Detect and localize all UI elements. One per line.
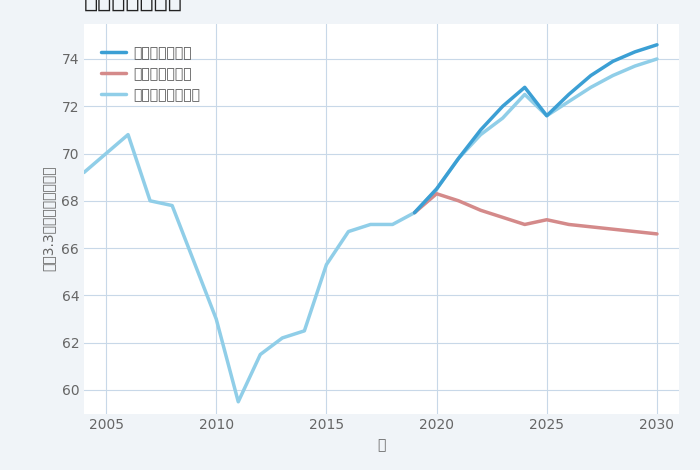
バッドシナリオ — [477, 207, 485, 213]
グッドシナリオ — [410, 210, 419, 215]
ノーマルシナリオ — [168, 203, 176, 208]
グッドシナリオ — [653, 42, 662, 47]
バッドシナリオ — [454, 198, 463, 204]
バッドシナリオ — [587, 224, 595, 230]
ノーマルシナリオ — [609, 73, 617, 78]
Text: 大阪府堺市堺区南半町東の
土地の価格推移: 大阪府堺市堺区南半町東の 土地の価格推移 — [84, 0, 253, 12]
バッドシナリオ — [498, 214, 507, 220]
ノーマルシナリオ — [366, 222, 375, 227]
ノーマルシナリオ — [410, 210, 419, 215]
ノーマルシナリオ — [587, 85, 595, 90]
Line: ノーマルシナリオ: ノーマルシナリオ — [84, 59, 657, 402]
ノーマルシナリオ — [146, 198, 154, 204]
バッドシナリオ — [653, 231, 662, 237]
Line: グッドシナリオ: グッドシナリオ — [414, 45, 657, 212]
ノーマルシナリオ — [498, 115, 507, 121]
ノーマルシナリオ — [300, 328, 309, 334]
ノーマルシナリオ — [344, 229, 353, 235]
ノーマルシナリオ — [212, 316, 220, 322]
ノーマルシナリオ — [80, 170, 88, 175]
バッドシナリオ — [631, 229, 639, 235]
グッドシナリオ — [433, 186, 441, 192]
ノーマルシナリオ — [521, 92, 529, 97]
ノーマルシナリオ — [542, 113, 551, 118]
グッドシナリオ — [477, 127, 485, 133]
バッドシナリオ — [609, 227, 617, 232]
グッドシナリオ — [454, 156, 463, 161]
ノーマルシナリオ — [631, 63, 639, 69]
グッドシナリオ — [631, 49, 639, 55]
X-axis label: 年: 年 — [377, 438, 386, 452]
ノーマルシナリオ — [124, 132, 132, 137]
Line: バッドシナリオ: バッドシナリオ — [414, 194, 657, 234]
ノーマルシナリオ — [234, 399, 242, 405]
バッドシナリオ — [410, 210, 419, 215]
ノーマルシナリオ — [256, 352, 265, 357]
バッドシナリオ — [542, 217, 551, 223]
ノーマルシナリオ — [653, 56, 662, 62]
グッドシナリオ — [609, 58, 617, 64]
ノーマルシナリオ — [322, 262, 330, 267]
グッドシナリオ — [587, 73, 595, 78]
バッドシナリオ — [565, 222, 573, 227]
ノーマルシナリオ — [454, 156, 463, 161]
ノーマルシナリオ — [278, 335, 286, 341]
グッドシナリオ — [542, 113, 551, 118]
バッドシナリオ — [521, 222, 529, 227]
Y-axis label: 坪（3.3㎡）単価（万円）: 坪（3.3㎡）単価（万円） — [42, 166, 56, 271]
Legend: グッドシナリオ, バッドシナリオ, ノーマルシナリオ: グッドシナリオ, バッドシナリオ, ノーマルシナリオ — [97, 42, 204, 106]
グッドシナリオ — [565, 92, 573, 97]
グッドシナリオ — [521, 85, 529, 90]
グッドシナリオ — [498, 103, 507, 109]
ノーマルシナリオ — [389, 222, 397, 227]
ノーマルシナリオ — [433, 186, 441, 192]
ノーマルシナリオ — [565, 99, 573, 104]
バッドシナリオ — [433, 191, 441, 196]
ノーマルシナリオ — [477, 132, 485, 137]
